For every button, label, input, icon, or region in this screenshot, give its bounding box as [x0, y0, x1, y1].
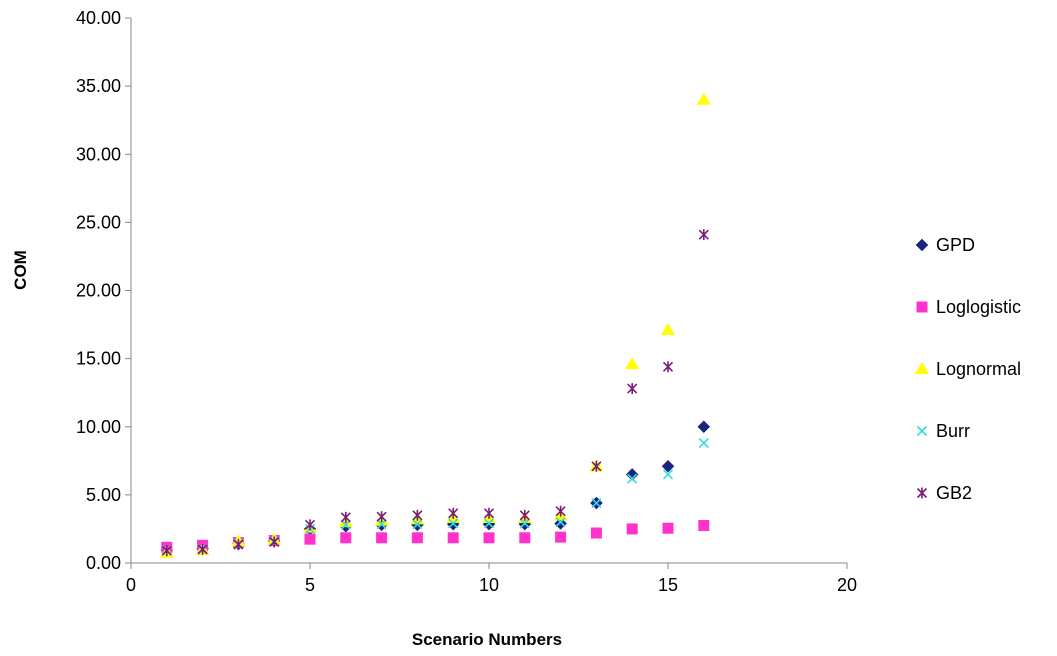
- legend-item-loglogistic: Loglogistic: [917, 297, 1022, 317]
- data-point: [664, 361, 673, 372]
- data-point: [520, 510, 529, 521]
- legend-item-burr: Burr: [918, 421, 971, 441]
- data-point: [591, 528, 602, 539]
- data-point: [519, 532, 530, 543]
- legend-label: Lognormal: [936, 359, 1021, 379]
- y-tick-label: 20.00: [76, 281, 121, 301]
- data-point: [625, 357, 639, 369]
- data-point: [484, 532, 495, 543]
- legend-item-gpd: GPD: [916, 235, 975, 255]
- y-tick-label: 40.00: [76, 8, 121, 28]
- legend-label: GB2: [936, 483, 972, 503]
- y-tick-label: 5.00: [86, 485, 121, 505]
- legend-item-gb2: GB2: [918, 483, 973, 503]
- data-point: [485, 508, 494, 519]
- x-axis-ticks: 0 5 10 15 20: [126, 563, 857, 595]
- x-tick-label: 0: [126, 575, 136, 595]
- legend-marker: [918, 488, 927, 499]
- series-loglogistic: [161, 520, 709, 553]
- x-tick-label: 20: [837, 575, 857, 595]
- y-tick-label: 35.00: [76, 76, 121, 96]
- legend-marker: [917, 302, 928, 313]
- series-lognormal: [160, 93, 711, 558]
- data-point: [555, 532, 566, 543]
- data-point: [661, 323, 675, 335]
- data-point: [699, 229, 708, 240]
- data-point: [699, 439, 708, 448]
- data-point: [341, 512, 350, 523]
- legend-marker: [918, 427, 927, 436]
- axes: [131, 18, 847, 563]
- data-point: [340, 532, 351, 543]
- series-gpd: [161, 421, 710, 556]
- data-point: [556, 506, 565, 517]
- legend: GPD Loglogistic Lognormal Burr GB2: [915, 235, 1021, 503]
- data-point: [628, 383, 637, 394]
- data-point: [448, 532, 459, 543]
- y-tick-label: 0.00: [86, 553, 121, 573]
- y-tick-label: 10.00: [76, 417, 121, 437]
- y-tick-label: 25.00: [76, 212, 121, 232]
- series-burr: [162, 439, 708, 555]
- data-point: [449, 508, 458, 519]
- data-point: [413, 510, 422, 521]
- data-point: [698, 520, 709, 531]
- data-point: [376, 532, 387, 543]
- series-gb2: [162, 229, 708, 556]
- legend-marker: [916, 239, 928, 251]
- x-tick-label: 5: [305, 575, 315, 595]
- data-point: [663, 523, 674, 534]
- x-tick-label: 15: [658, 575, 678, 595]
- data-point: [305, 534, 316, 545]
- y-tick-label: 15.00: [76, 349, 121, 369]
- data-points: [160, 93, 711, 558]
- legend-label: GPD: [936, 235, 975, 255]
- legend-label: Loglogistic: [936, 297, 1021, 317]
- x-axis-title: Scenario Numbers: [412, 630, 562, 649]
- data-point: [377, 511, 386, 522]
- data-point: [627, 523, 638, 534]
- x-tick-label: 10: [479, 575, 499, 595]
- legend-item-lognormal: Lognormal: [915, 359, 1021, 379]
- y-axis-title: COM: [11, 250, 30, 290]
- legend-marker: [915, 362, 929, 374]
- y-tick-label: 30.00: [76, 144, 121, 164]
- legend-label: Burr: [936, 421, 970, 441]
- data-point: [698, 421, 710, 433]
- data-point: [697, 93, 711, 105]
- data-point: [412, 532, 423, 543]
- y-axis-ticks: 0.00 5.00 10.00 15.00 20.00 25.00 30.00 35.00 40…: [76, 8, 131, 573]
